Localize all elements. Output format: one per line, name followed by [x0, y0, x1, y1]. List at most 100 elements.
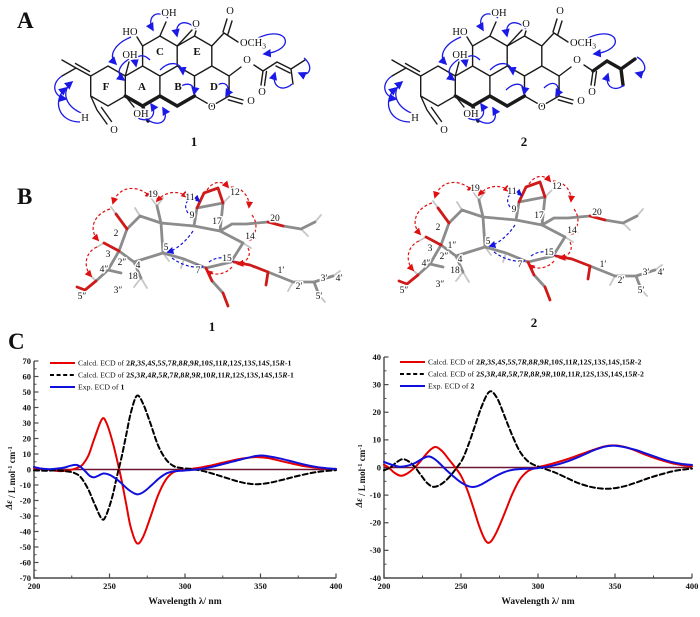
hmbc-arrow [634, 56, 646, 79]
atom-number: 4″ [422, 259, 431, 269]
y-tick-label: 20 [23, 433, 32, 443]
atom-label: OH [161, 8, 177, 19]
atom-number: 3″ [436, 280, 445, 290]
atom-number: 14 [245, 232, 255, 242]
atom-label: O [440, 125, 448, 136]
y-tick-label: -60 [20, 557, 31, 567]
y-tick-label: -20 [370, 518, 381, 528]
atom-number: 2 [436, 223, 441, 233]
y-tick-label: -10 [370, 490, 381, 500]
y-axis-title: Δε / L mol-1 cm-1 [354, 444, 367, 508]
x-tick-label: 400 [330, 581, 343, 591]
legend-entry: Exp. ECD of 2 [428, 382, 474, 391]
x-tick-label: 300 [532, 581, 545, 591]
ring-letter: B [174, 81, 182, 93]
atom-number: 12 [552, 182, 562, 192]
y-tick-label: -70 [20, 573, 31, 583]
atom-number: 17 [534, 211, 544, 221]
compound-number-2: 2 [521, 134, 528, 149]
ring-letter: D [210, 81, 218, 93]
atom-number: 1″ [448, 241, 457, 251]
compound-number-1: 1 [191, 134, 198, 149]
ester-side-chain-2-bonds [583, 64, 598, 87]
atom-number: 3′ [643, 268, 650, 278]
legend-entry: Calcd. ECD of 2R,3S,4S,5S,7R,8R,9R,10S,1… [78, 359, 291, 368]
atom-label: O [192, 19, 200, 30]
legend-entry: Calcd. ECD of 2S,3R,4R,5R,7R,8R,9R,10R,1… [428, 370, 644, 379]
atom-number: 12 [230, 188, 240, 198]
atom-number: 14 [567, 226, 577, 236]
ring-letter: E [193, 46, 200, 58]
atom-number: 19 [148, 190, 158, 200]
x-axis-title: Wavelength λ/ nm [148, 597, 221, 607]
structure-1-ring-letters: F A B C E D [101, 45, 219, 95]
series-curve [383, 390, 693, 490]
atom-number: 3 [106, 250, 111, 260]
atom-number: 20 [592, 208, 602, 218]
atom-number: 17 [212, 217, 222, 227]
y-tick-label: 0 [27, 464, 31, 474]
atom-number: 7 [518, 260, 523, 270]
atom-number: 2 [114, 229, 119, 239]
atom-number: 15 [544, 248, 554, 258]
atom-number: 1′ [278, 266, 285, 276]
atom-number: 5″ [400, 286, 409, 296]
atom-label: O [258, 87, 266, 98]
atom-label: OH [491, 8, 507, 19]
ring-letter: C [156, 46, 164, 58]
atom-number: 9 [512, 205, 517, 215]
atom-label: OCH3 [570, 38, 596, 51]
series-curve [383, 444, 693, 544]
legend-entry: Calcd. ECD of 2S,3R,4R,5R,7R,8R,9R,10R,1… [78, 371, 294, 380]
y-tick-label: 60 [23, 371, 32, 381]
compound-number-2: 2 [531, 315, 538, 330]
atom-number: 4 [136, 261, 141, 271]
atom-number: 5 [164, 243, 169, 253]
x-tick-label: 300 [179, 581, 192, 591]
compound-number-1: 1 [209, 319, 216, 334]
y-tick-label: 40 [373, 352, 382, 362]
atom-number: 2″ [440, 252, 449, 262]
atom-label: OH [133, 109, 149, 120]
atom-number: 11 [507, 187, 516, 197]
atom-label: OH [463, 109, 479, 120]
y-tick-label: -30 [370, 545, 381, 555]
atom-number: 3 [428, 244, 433, 254]
panel-label-a: A [17, 8, 34, 33]
hmbc-arrow [297, 57, 311, 80]
atom-label: O [208, 102, 216, 113]
atom-number: 4″ [100, 265, 109, 275]
ring-letter: A [138, 81, 146, 93]
y-tick-label: -20 [20, 495, 31, 505]
y-tick-label: -10 [20, 480, 31, 490]
legend-entry: Calcd. ECD of 2R,3S,4S,5S,7R,8R,9R,10S,1… [428, 358, 641, 367]
atom-label: OCH3 [240, 38, 266, 51]
atom-number: 18 [128, 272, 138, 282]
atom-label: H [411, 113, 419, 124]
atom-number: 15 [222, 254, 232, 264]
y-tick-label: 70 [23, 356, 32, 366]
atom-label: O [573, 55, 581, 66]
atom-label: HO [122, 27, 138, 38]
x-tick-label: 350 [254, 581, 267, 591]
ester-side-chain-1 [253, 59, 306, 87]
atom-number: 1′ [600, 260, 607, 270]
atom-number: 2′ [618, 276, 625, 286]
atom-number: 4 [458, 255, 463, 265]
atom-number: 5′ [316, 292, 323, 302]
legend-entry: Exp. ECD of 1 [78, 383, 124, 392]
atom-number: 2″ [118, 258, 127, 268]
y-tick-label: -30 [20, 511, 31, 521]
x-tick-label: 350 [609, 581, 622, 591]
y-axis-title: Δε / L mol-1 cm-1 [4, 446, 17, 510]
y-tick-label: 40 [23, 402, 32, 412]
